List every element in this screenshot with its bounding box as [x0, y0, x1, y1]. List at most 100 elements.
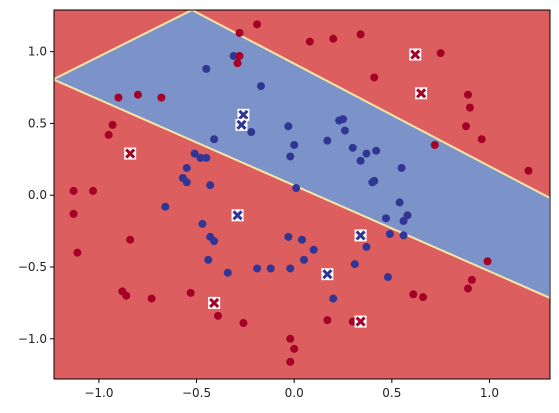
highlighted-point: [409, 48, 422, 61]
data-point: [126, 235, 135, 244]
data-point: [73, 248, 82, 257]
data-point: [463, 284, 472, 293]
plot-area: [54, 10, 550, 379]
data-point: [69, 209, 78, 218]
data-point: [190, 149, 199, 158]
data-point: [362, 242, 371, 251]
data-point: [114, 93, 123, 102]
highlighted-point: [354, 315, 367, 328]
highlighted-point: [354, 229, 367, 242]
data-point: [89, 186, 98, 195]
data-point: [298, 235, 306, 244]
data-point: [233, 59, 242, 68]
data-point: [223, 268, 232, 277]
x-tick-label: −0.5: [182, 386, 211, 400]
data-point: [122, 291, 131, 300]
y-tick-label: −1.0: [18, 332, 47, 346]
data-point: [104, 130, 113, 139]
data-point: [108, 120, 117, 129]
data-point: [198, 219, 207, 228]
data-point: [284, 122, 293, 131]
data-point: [362, 149, 371, 158]
y-tick-label: −0.5: [18, 260, 47, 274]
highlighted-point: [321, 268, 334, 281]
data-point: [182, 163, 191, 172]
data-point: [403, 211, 412, 220]
data-point: [214, 311, 223, 320]
data-point: [210, 135, 219, 144]
data-point: [348, 143, 357, 152]
data-point: [284, 232, 293, 241]
x-tick-label: 1.0: [480, 386, 499, 400]
data-point: [204, 255, 213, 264]
x-tick-label: −1.0: [84, 386, 113, 400]
data-point: [290, 344, 299, 353]
data-point: [381, 214, 390, 223]
x-tick-label: 0.5: [382, 386, 401, 400]
data-point: [133, 90, 142, 99]
data-point: [463, 90, 472, 99]
data-point: [395, 198, 404, 207]
data-point: [385, 229, 394, 238]
data-point: [286, 264, 295, 273]
data-point: [368, 178, 377, 187]
data-point: [397, 163, 406, 172]
data-point: [399, 231, 408, 240]
data-point: [182, 178, 191, 187]
x-tick-label: 0.0: [285, 386, 304, 400]
data-point: [292, 184, 301, 193]
data-point: [239, 319, 248, 328]
points-layer: [69, 20, 533, 366]
data-point: [256, 82, 265, 91]
data-point: [202, 153, 211, 162]
data-point: [356, 30, 365, 39]
data-point: [329, 34, 338, 43]
data-point: [235, 28, 244, 37]
data-point: [462, 122, 471, 131]
plot-frame: [53, 9, 551, 380]
data-point: [290, 140, 299, 149]
highlighted-point: [231, 209, 244, 222]
highlighted-point: [235, 118, 248, 131]
data-point: [340, 126, 349, 135]
data-point: [329, 294, 338, 303]
data-point: [430, 140, 439, 149]
highlighted-point: [208, 296, 221, 309]
data-point: [323, 136, 332, 145]
data-point: [186, 288, 195, 297]
y-tick-label: 1.0: [28, 45, 47, 59]
highlighted-point: [237, 108, 250, 121]
data-point: [253, 20, 262, 29]
highlighted-point: [124, 147, 137, 160]
data-point: [196, 153, 205, 162]
data-point: [467, 275, 476, 284]
y-tick-label: 0.5: [28, 116, 47, 130]
x-axis: −1.0 −0.5 0.0 0.5 1.0: [84, 379, 499, 400]
data-point: [286, 357, 295, 366]
data-point: [436, 49, 445, 58]
data-point: [323, 316, 332, 325]
data-point: [305, 37, 314, 46]
data-point: [372, 146, 381, 155]
data-point: [161, 202, 170, 211]
data-point: [409, 290, 418, 299]
data-point: [253, 264, 262, 273]
data-point: [69, 186, 78, 195]
data-point: [477, 135, 486, 144]
data-point: [350, 260, 359, 269]
y-axis: −1.0 −0.5 0.0 0.5 1.0: [18, 45, 54, 346]
data-point: [524, 166, 533, 175]
data-point: [206, 181, 215, 190]
data-point: [483, 257, 492, 266]
data-point: [229, 51, 238, 60]
data-point: [299, 255, 308, 264]
y-tick-label: 0.0: [28, 188, 47, 202]
data-point: [235, 51, 244, 60]
data-point: [419, 293, 428, 302]
data-point: [247, 128, 256, 137]
data-point: [202, 64, 211, 73]
data-point: [147, 294, 156, 303]
data-point: [399, 217, 408, 226]
data-point: [210, 237, 219, 246]
